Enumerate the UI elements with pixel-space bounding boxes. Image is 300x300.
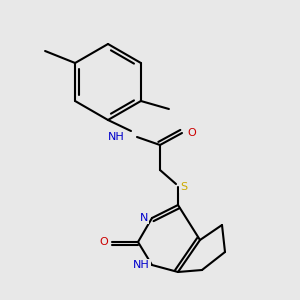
Text: NH: NH [108,132,125,142]
Text: O: O [99,237,108,247]
Text: NH: NH [133,260,150,270]
Text: N: N [140,213,148,223]
Text: S: S [180,182,187,192]
Text: O: O [187,128,196,138]
